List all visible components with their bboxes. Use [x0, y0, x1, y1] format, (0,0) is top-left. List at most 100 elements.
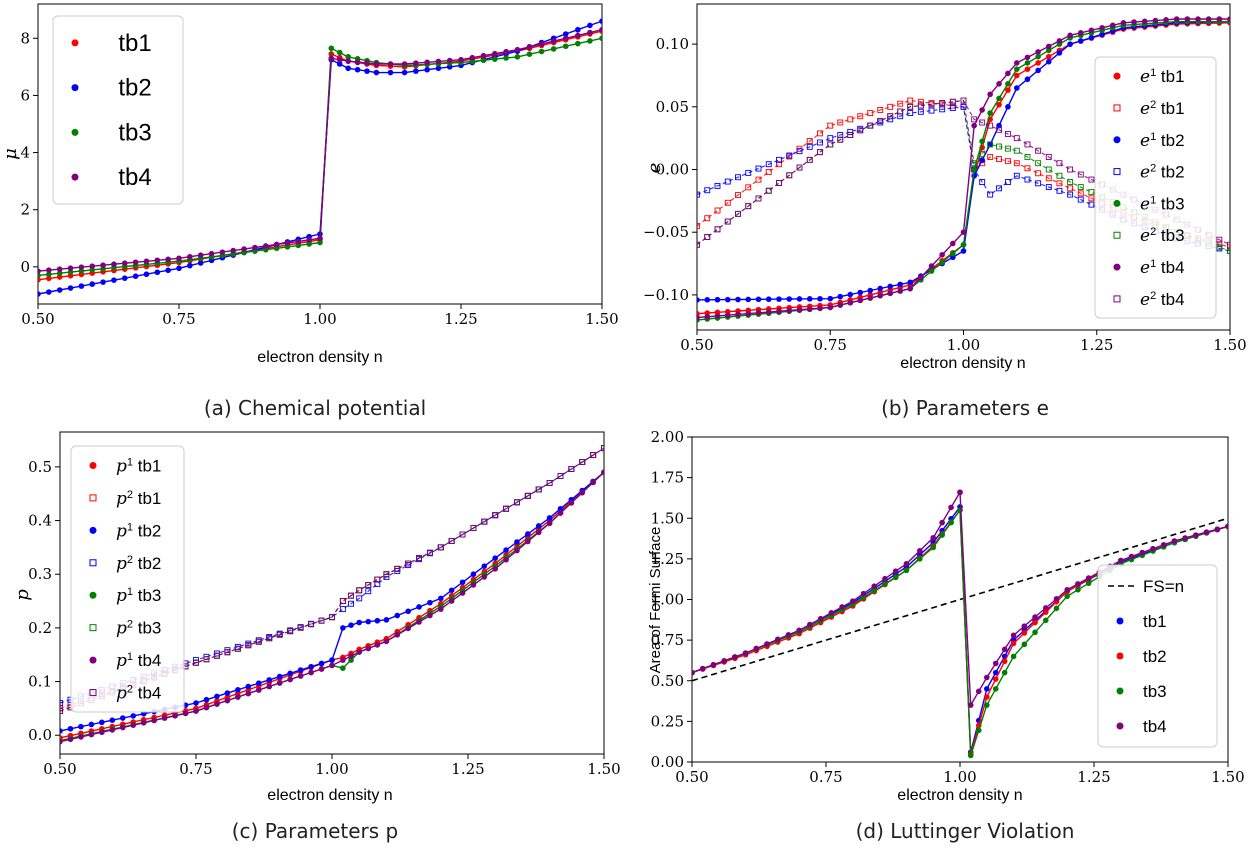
data-point	[806, 156, 813, 163]
data-point	[1035, 180, 1042, 187]
data-point	[918, 274, 924, 281]
data-point	[514, 54, 521, 60]
data-point	[1056, 172, 1063, 179]
series-line	[60, 447, 604, 712]
data-point	[714, 182, 721, 189]
data-point	[1014, 60, 1020, 66]
data-point	[975, 688, 982, 695]
legend-label: e1 tb4	[1140, 258, 1185, 278]
data-point	[806, 138, 813, 145]
data-point	[992, 676, 999, 682]
data-point	[1067, 191, 1074, 198]
data-point	[796, 296, 803, 302]
data-point	[948, 504, 954, 511]
x-tick-label: 0.75	[809, 768, 842, 786]
data-point	[745, 310, 752, 317]
data-point	[297, 673, 304, 679]
data-point	[1001, 646, 1008, 653]
data-point	[514, 547, 520, 554]
data-point	[1004, 145, 1011, 152]
legend-label: tb3	[1143, 682, 1167, 701]
data-point	[979, 107, 985, 113]
data-point	[939, 259, 945, 266]
data-point	[960, 248, 967, 254]
data-point	[405, 560, 412, 567]
data-point	[336, 61, 343, 67]
panel-caption: (c) Parameters p	[232, 819, 398, 843]
legend-swatch	[1113, 199, 1121, 207]
data-point	[928, 263, 935, 269]
data-point	[817, 139, 823, 146]
data-point	[46, 275, 52, 282]
data-point	[939, 100, 946, 107]
data-point	[99, 729, 105, 736]
data-point	[599, 35, 602, 42]
data-point	[46, 289, 52, 295]
legend-label: e1 tb3	[1140, 194, 1185, 214]
legend-label: p2 tb2	[116, 554, 161, 574]
data-point	[374, 581, 381, 588]
data-point	[1184, 16, 1191, 22]
data-point	[987, 154, 994, 160]
data-point	[287, 676, 293, 683]
y-tick-label: 2	[20, 201, 30, 219]
data-point	[132, 259, 139, 266]
data-point	[1163, 16, 1169, 23]
data-point	[546, 520, 553, 527]
data-point	[424, 59, 430, 66]
data-point	[971, 160, 978, 167]
x-tick-label: 1.50	[587, 760, 620, 778]
data-point	[266, 683, 273, 690]
legend-label: FS=n	[1143, 577, 1184, 596]
data-point	[897, 281, 904, 288]
x-tick-label: 0.75	[814, 336, 847, 354]
legend-frame	[1097, 564, 1218, 748]
data-point	[827, 304, 834, 311]
data-point	[535, 523, 542, 529]
data-point	[735, 296, 741, 303]
data-point	[562, 43, 569, 50]
data-point	[187, 253, 193, 260]
data-point	[704, 313, 711, 320]
legend-label: p1 tb3	[116, 586, 161, 606]
data-point	[971, 166, 977, 173]
legend-frame	[1094, 56, 1217, 319]
legend-swatch	[89, 526, 97, 534]
data-point	[857, 297, 864, 304]
data-point	[297, 667, 304, 673]
data-point	[470, 571, 477, 578]
data-point	[1214, 526, 1221, 533]
data-point	[503, 48, 509, 55]
y-tick-label: 0.00	[651, 753, 684, 771]
data-point	[1088, 176, 1095, 183]
data-point	[735, 192, 741, 199]
data-point	[1088, 189, 1095, 196]
data-point	[197, 260, 204, 266]
data-point	[374, 642, 381, 648]
data-point	[877, 117, 884, 124]
data-point	[599, 26, 602, 33]
legend: e1 tb1 e2 tb1 e1 tb2 e2 tb2 e1 tb3 e2 tb3 e1 t…	[1094, 56, 1217, 319]
data-point	[871, 587, 878, 594]
x-axis-label: electron density n	[257, 349, 382, 366]
data-point	[847, 291, 854, 298]
data-point	[1021, 630, 1028, 636]
data-point	[394, 612, 401, 619]
data-point	[745, 296, 752, 303]
data-point	[1045, 166, 1052, 173]
x-tick-label: 1.00	[943, 768, 976, 786]
data-point	[697, 222, 700, 229]
data-point	[383, 571, 390, 578]
data-point	[1088, 27, 1095, 34]
data-point	[887, 283, 894, 290]
data-point	[109, 717, 116, 723]
data-point	[1005, 81, 1011, 87]
data-point	[1045, 43, 1052, 50]
data-point	[306, 237, 312, 243]
data-point	[724, 199, 731, 206]
y-tick-label: 0.50	[651, 672, 684, 690]
data-point	[60, 728, 63, 734]
data-point	[745, 169, 752, 176]
legend-swatch	[1113, 72, 1121, 80]
data-point	[345, 54, 352, 60]
